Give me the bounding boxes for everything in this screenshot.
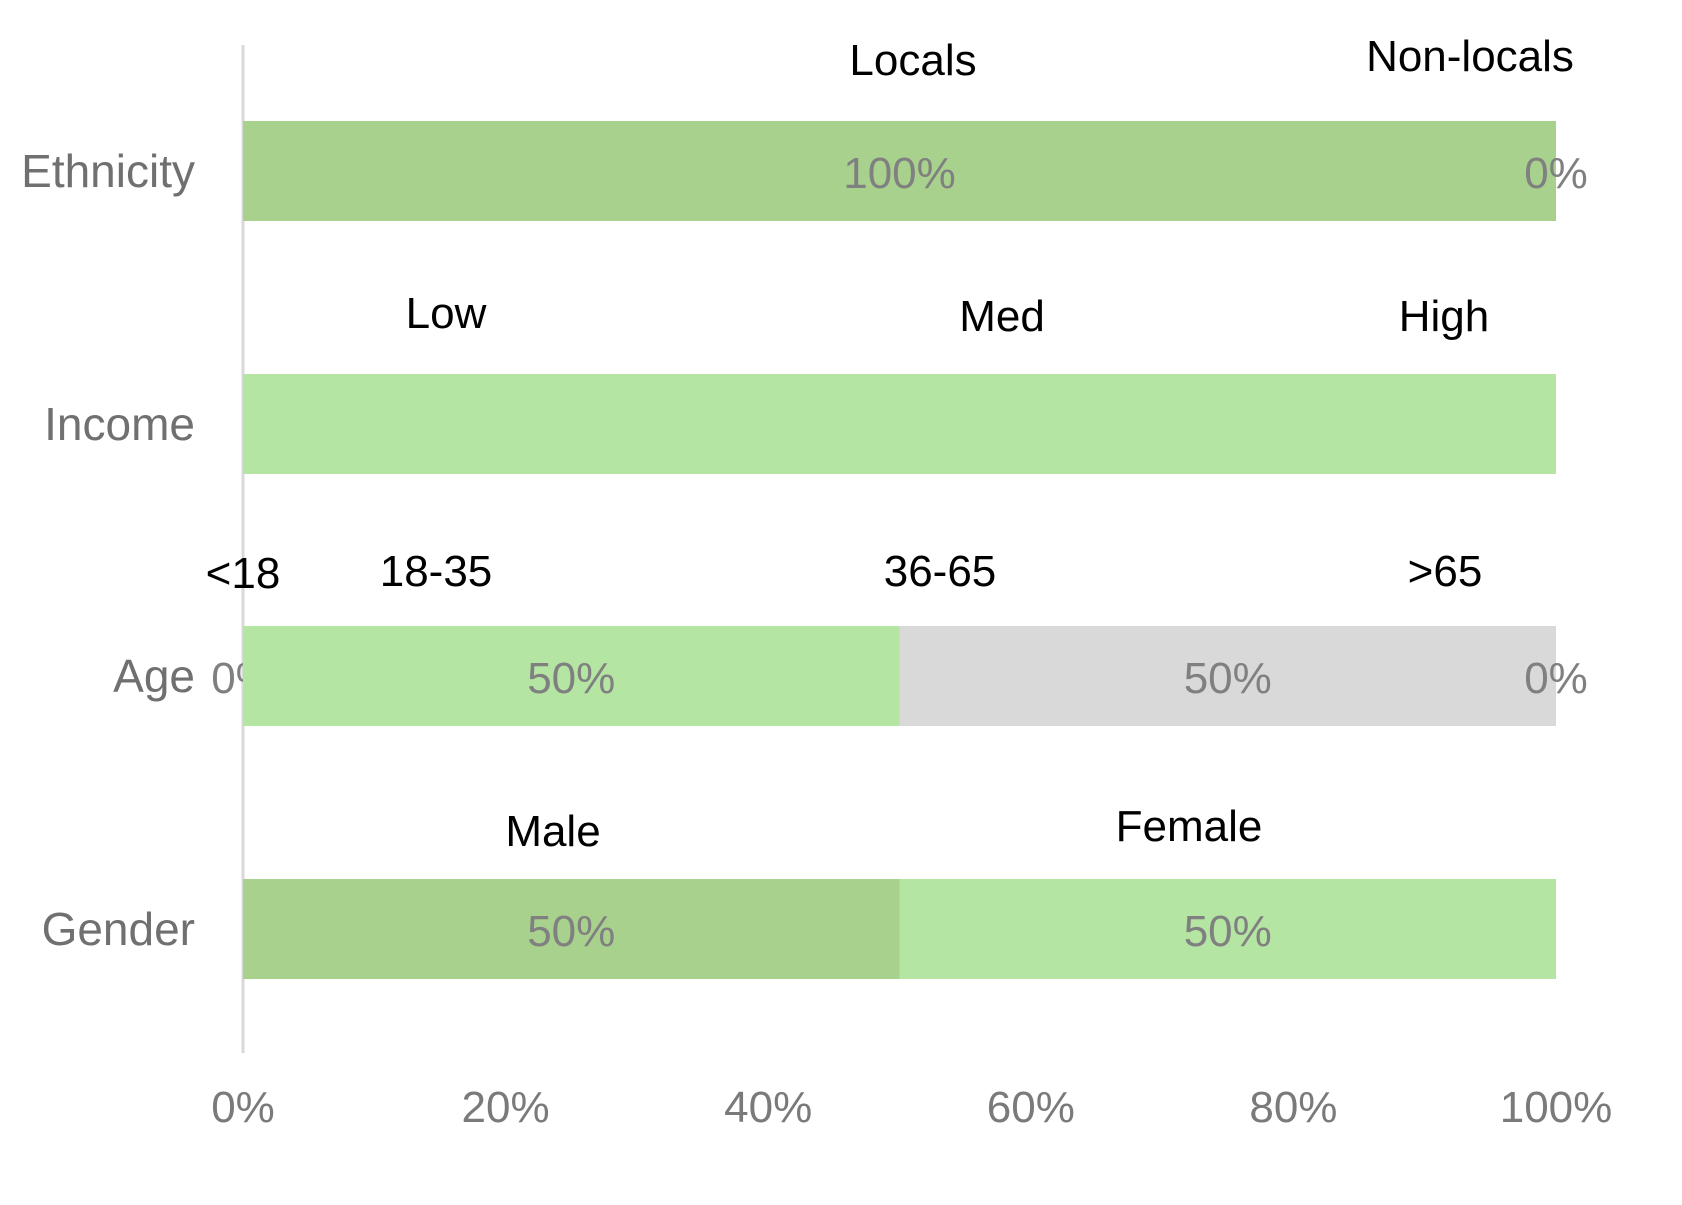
bar-segment-gender-male <box>243 879 900 979</box>
segment-label-age-18: <18 <box>206 549 281 598</box>
segment-label-age-36-65: 36-65 <box>884 547 997 596</box>
x-tick-label-20: 20% <box>462 1083 550 1132</box>
bar-segment-gender-female <box>899 879 1556 979</box>
value-label-age-36-65: 50% <box>1184 654 1272 703</box>
bar-income <box>243 374 1556 474</box>
segment-label-age-65: >65 <box>1408 547 1483 596</box>
value-label-ethnicity-non-locals: 0% <box>1524 149 1588 198</box>
x-tick-label-60: 60% <box>987 1083 1075 1132</box>
category-label-income: Income <box>44 398 195 450</box>
category-label-gender: Gender <box>42 903 195 955</box>
value-label-gender-male: 50% <box>527 907 615 956</box>
value-label-ethnicity-locals: 100% <box>843 149 956 198</box>
value-label-age-18-35: 50% <box>527 654 615 703</box>
segment-label-gender-male: Male <box>505 807 600 856</box>
segment-label-gender-female: Female <box>1116 802 1263 851</box>
category-label-age: Age <box>113 650 195 702</box>
segment-label-income-high: High <box>1399 292 1490 341</box>
bar-segment-age-18-35 <box>243 626 900 726</box>
x-tick-label-100: 100% <box>1500 1083 1613 1132</box>
value-label-gender-female: 50% <box>1184 907 1272 956</box>
segment-label-ethnicity-locals: Locals <box>849 36 976 85</box>
x-tick-label-80: 80% <box>1249 1083 1337 1132</box>
segment-label-income-low: Low <box>406 289 487 338</box>
x-tick-label-40: 40% <box>724 1083 812 1132</box>
bar-segment-age-36-65 <box>899 626 1556 726</box>
value-label-age-65: 0% <box>1524 654 1588 703</box>
x-tick-label-0: 0% <box>211 1083 275 1132</box>
segment-label-ethnicity-non-locals: Non-locals <box>1366 32 1574 81</box>
segment-label-income-med: Med <box>959 292 1045 341</box>
category-label-ethnicity: Ethnicity <box>21 145 195 197</box>
segment-label-age-18-35: 18-35 <box>380 547 493 596</box>
bar-segment-ethnicity-locals <box>243 121 1556 221</box>
